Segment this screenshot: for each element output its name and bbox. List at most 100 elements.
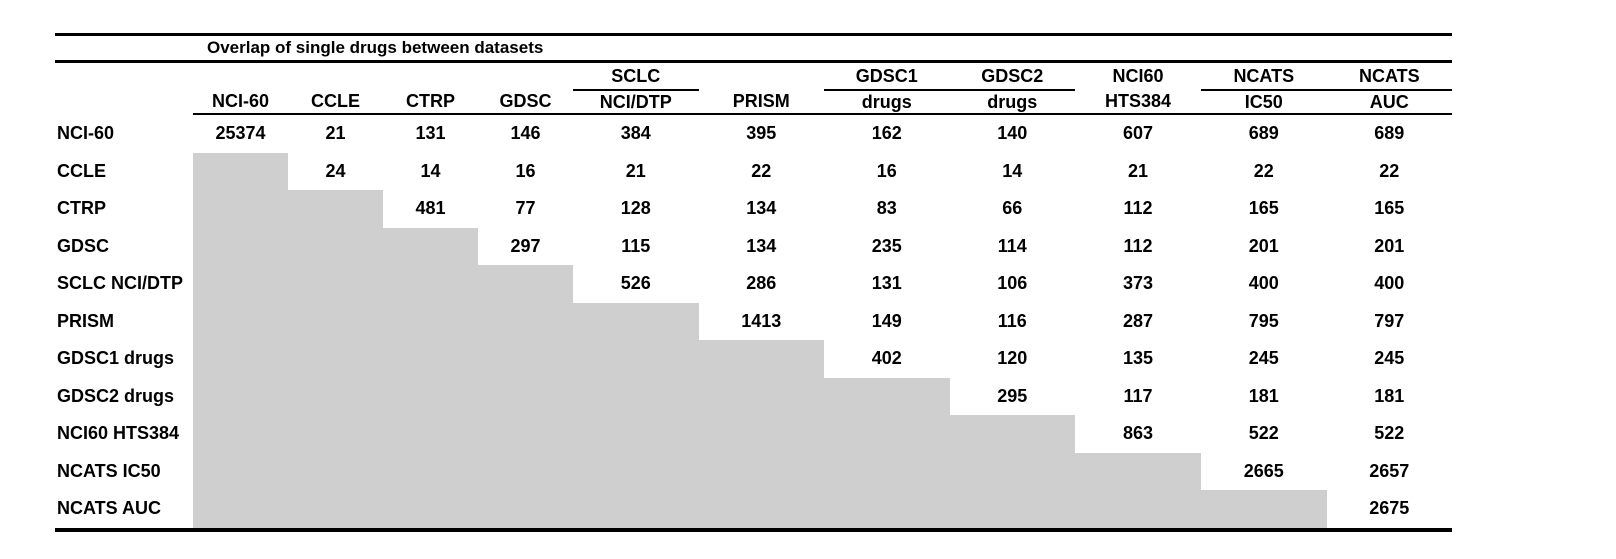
masked-cell: [573, 377, 699, 415]
masked-cell: [288, 377, 383, 415]
col-header: CTRP: [383, 90, 478, 115]
value-cell: 245: [1374, 348, 1405, 369]
masked-cell: [193, 340, 288, 378]
row-label: GDSC1 drugs: [57, 348, 175, 369]
table-title-row: Overlap of single drugs between datasets: [55, 34, 1453, 63]
value-cell: 21: [625, 160, 646, 181]
value-cell: 181: [1248, 385, 1279, 406]
value-cell: 14: [1002, 160, 1023, 181]
value-cell: 21: [325, 123, 346, 144]
value-cell: 522: [1248, 423, 1279, 444]
table-row: CCLE 24 14 16 21 22 16 14 21 22 22: [55, 152, 1452, 190]
value-cell: 2665: [1243, 460, 1284, 481]
masked-cell: [288, 190, 383, 228]
value-cell: 522: [1374, 423, 1405, 444]
masked-cell: [193, 190, 288, 228]
masked-cell: [824, 377, 950, 415]
header-group-ncats-auc: NCATS: [1358, 65, 1420, 86]
value-cell: 201: [1374, 235, 1405, 256]
masked-cell: [193, 452, 288, 490]
masked-cell: [193, 415, 288, 453]
masked-cell: [573, 302, 699, 340]
value-cell: 689: [1248, 123, 1279, 144]
value-cell: 235: [871, 235, 902, 256]
col-header: drugs: [949, 90, 1075, 115]
value-cell: 400: [1374, 273, 1405, 294]
row-label: GDSC2 drugs: [57, 385, 175, 406]
table-title: Overlap of single drugs between datasets: [55, 34, 1453, 63]
value-cell: 607: [1122, 123, 1154, 144]
value-cell: 286: [746, 273, 777, 294]
masked-cell: [383, 377, 478, 415]
masked-cell: [383, 415, 478, 453]
table-row: GDSC 297 115 134 235 114 112 201 201: [55, 227, 1452, 265]
value-cell: 120: [997, 348, 1028, 369]
masked-cell: [478, 452, 573, 490]
masked-cell: [573, 490, 699, 530]
masked-cell: [1075, 452, 1201, 490]
value-cell: 2675: [1369, 498, 1410, 519]
value-cell: 1413: [741, 310, 782, 331]
value-cell: 22: [751, 160, 772, 181]
masked-cell: [698, 490, 824, 530]
value-cell: 297: [510, 235, 541, 256]
value-cell: 106: [997, 273, 1028, 294]
row-label: CTRP: [57, 198, 106, 219]
masked-cell: [288, 340, 383, 378]
col-header: PRISM: [698, 90, 824, 115]
col-header: NCI/DTP: [573, 90, 699, 115]
col-header: NCI-60: [193, 90, 288, 115]
masked-cell: [698, 452, 824, 490]
value-cell: 116: [997, 310, 1027, 331]
table-row: SCLC NCI/DTP 526 286 131 106 373 400 400: [55, 265, 1452, 303]
header-group-ncats-ic50: NCATS: [1233, 65, 1295, 86]
value-cell: 140: [997, 123, 1028, 144]
value-cell: 134: [746, 198, 777, 219]
masked-cell: [478, 265, 573, 303]
masked-cell: [193, 490, 288, 530]
value-cell: 134: [746, 235, 777, 256]
masked-cell: [698, 377, 824, 415]
masked-cell: [288, 302, 383, 340]
value-cell: 117: [1123, 385, 1153, 406]
col-header: CCLE: [288, 90, 383, 115]
col-header: HTS384: [1075, 90, 1201, 115]
value-cell: 22: [1253, 160, 1274, 181]
masked-cell: [949, 415, 1075, 453]
value-cell: 384: [620, 123, 651, 144]
masked-cell: [383, 302, 478, 340]
row-label: NCATS AUC: [57, 498, 161, 519]
row-label: NCI-60: [57, 122, 115, 143]
value-cell: 245: [1248, 348, 1279, 369]
value-cell: 14: [420, 160, 441, 181]
header-group-gdsc1: GDSC1: [855, 65, 918, 86]
masked-cell: [383, 452, 478, 490]
masked-cell: [698, 415, 824, 453]
masked-cell: [288, 265, 383, 303]
table-row: NCI-60 25374 21 131 146 384 395 162 140 607 689 689: [55, 114, 1452, 153]
row-label: NCATS IC50: [57, 460, 161, 481]
masked-cell: [949, 490, 1075, 530]
masked-cell: [478, 415, 573, 453]
value-cell: 287: [1122, 310, 1154, 331]
value-cell: 295: [997, 385, 1028, 406]
masked-cell: [478, 340, 573, 378]
col-header: GDSC: [478, 90, 573, 115]
value-cell: 400: [1248, 273, 1279, 294]
masked-cell: [288, 227, 383, 265]
overlap-table: Overlap of single drugs between datasets…: [55, 33, 1453, 532]
value-cell: 112: [1123, 235, 1153, 256]
masked-cell: [949, 452, 1075, 490]
masked-cell: [824, 490, 950, 530]
value-cell: 481: [415, 198, 446, 219]
value-cell: 162: [871, 123, 902, 144]
masked-cell: [193, 377, 288, 415]
value-cell: 22: [1379, 160, 1400, 181]
value-cell: 165: [1248, 198, 1279, 219]
value-cell: 83: [876, 198, 897, 219]
value-cell: 373: [1122, 273, 1154, 294]
masked-cell: [573, 452, 699, 490]
header-group-sclc: SCLC: [573, 61, 699, 91]
masked-cell: [383, 490, 478, 530]
